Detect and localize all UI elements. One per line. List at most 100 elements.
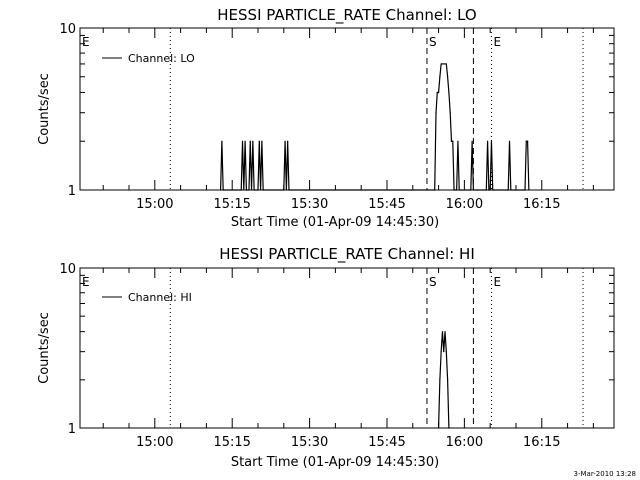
x-axis-label: Start Time (01-Apr-09 14:45:30): [231, 215, 439, 230]
x-tick-label: 15:30: [291, 435, 328, 450]
data-point: [472, 189, 475, 191]
chart-title: HESSI PARTICLE_RATE Channel: HI: [219, 245, 475, 264]
data-point: [436, 91, 438, 94]
data-point: [492, 189, 494, 191]
data-point: [449, 112, 451, 114]
data-point: [244, 140, 246, 142]
data-point: [447, 379, 449, 381]
x-tick-label: 15:45: [368, 435, 405, 450]
data-point: [241, 140, 244, 142]
data-point: [526, 140, 529, 142]
plot-timestamp: 3-Mar-2010 13:28: [573, 470, 636, 478]
x-tick-label: 16:15: [523, 197, 560, 212]
data-point: [525, 140, 527, 142]
data-point: [445, 63, 447, 65]
event-marker-label: E: [82, 35, 90, 49]
data-point: [441, 331, 444, 333]
x-tick-label: 15:00: [136, 435, 173, 450]
data-point: [453, 189, 455, 191]
data-point: [437, 427, 440, 429]
x-tick-label: 15:00: [136, 197, 173, 212]
event-marker-label: S: [429, 35, 437, 49]
y-tick-label: 10: [59, 262, 76, 277]
data-point: [240, 189, 242, 191]
data-point: [447, 76, 449, 78]
data-point: [452, 140, 454, 142]
data-point: [440, 63, 442, 65]
data-point: [508, 140, 511, 142]
y-axis-label: Counts/sec: [37, 73, 52, 145]
legend-label: Channel: HI: [128, 291, 192, 304]
data-point: [507, 189, 509, 191]
x-tick-label: 16:00: [446, 197, 483, 212]
legend-label: Channel: LO: [128, 52, 195, 65]
x-tick-label: 16:00: [446, 435, 483, 450]
data-point: [443, 63, 445, 65]
x-tick-label: 15:30: [291, 197, 328, 212]
x-tick-label: 15:15: [213, 435, 250, 450]
data-point: [486, 140, 489, 142]
data-point: [456, 189, 458, 191]
x-tick-label: 16:15: [523, 435, 560, 450]
data-point: [458, 189, 460, 191]
data-point: [285, 189, 287, 191]
data-point: [448, 427, 450, 429]
data-point: [510, 189, 512, 191]
data-point: [471, 140, 473, 142]
data-point: [253, 189, 255, 191]
y-tick-label: 1: [68, 184, 76, 199]
x-axis-label: Start Time (01-Apr-09 14:45:30): [231, 455, 439, 470]
data-point: [444, 63, 446, 65]
y-tick-label: 1: [68, 422, 76, 437]
chart-panel-2: HESSI PARTICLE_RATE Channel: HI 15:00 15:1…: [37, 245, 615, 470]
data-point: [450, 140, 453, 142]
data-point: [443, 351, 445, 353]
data-point: [221, 140, 223, 142]
plot-frame: [79, 267, 615, 429]
data-point: [524, 189, 526, 191]
data-point: [441, 63, 444, 65]
data-point: [284, 140, 286, 142]
data-point: [434, 189, 436, 191]
event-marker-label: S: [429, 275, 437, 289]
data-point: [259, 189, 262, 191]
data-point: [528, 189, 530, 191]
data-point: [287, 140, 289, 142]
data-point: [283, 189, 285, 191]
x-tick-label: 15:45: [368, 197, 405, 212]
data-point: [257, 189, 259, 191]
data-point: [439, 379, 441, 381]
data-point: [245, 189, 247, 191]
data-point: [435, 112, 437, 114]
data-point: [219, 189, 222, 191]
data-point: [439, 76, 441, 78]
data-point: [457, 140, 459, 142]
data-point: [249, 140, 251, 142]
data-point: [258, 140, 260, 142]
data-point: [437, 91, 440, 94]
data-point: [243, 189, 245, 191]
data-point: [470, 189, 472, 191]
chart-title: HESSI PARTICLE_RATE Channel: LO: [217, 6, 476, 25]
event-marker-label: E: [493, 275, 501, 289]
event-marker-label: E: [493, 35, 501, 49]
data-point: [488, 189, 490, 191]
event-marker-label: E: [82, 275, 90, 289]
data-point: [485, 189, 487, 191]
data-point: [252, 140, 254, 142]
data-point: [445, 351, 447, 353]
series-line: [219, 63, 530, 191]
data-point: [250, 189, 253, 191]
data-point: [490, 140, 493, 142]
data-point: [448, 91, 450, 94]
data-point: [288, 189, 290, 191]
data-point: [440, 351, 442, 353]
data-point: [222, 189, 224, 191]
x-tick-label: 15:15: [213, 197, 250, 212]
data-point: [248, 189, 250, 191]
chart-panel-1: HESSI PARTICLE_RATE Channel: LO 15:00 15:1…: [37, 6, 615, 230]
data-point: [262, 189, 264, 191]
data-point: [261, 140, 263, 142]
data-point: [489, 189, 491, 191]
